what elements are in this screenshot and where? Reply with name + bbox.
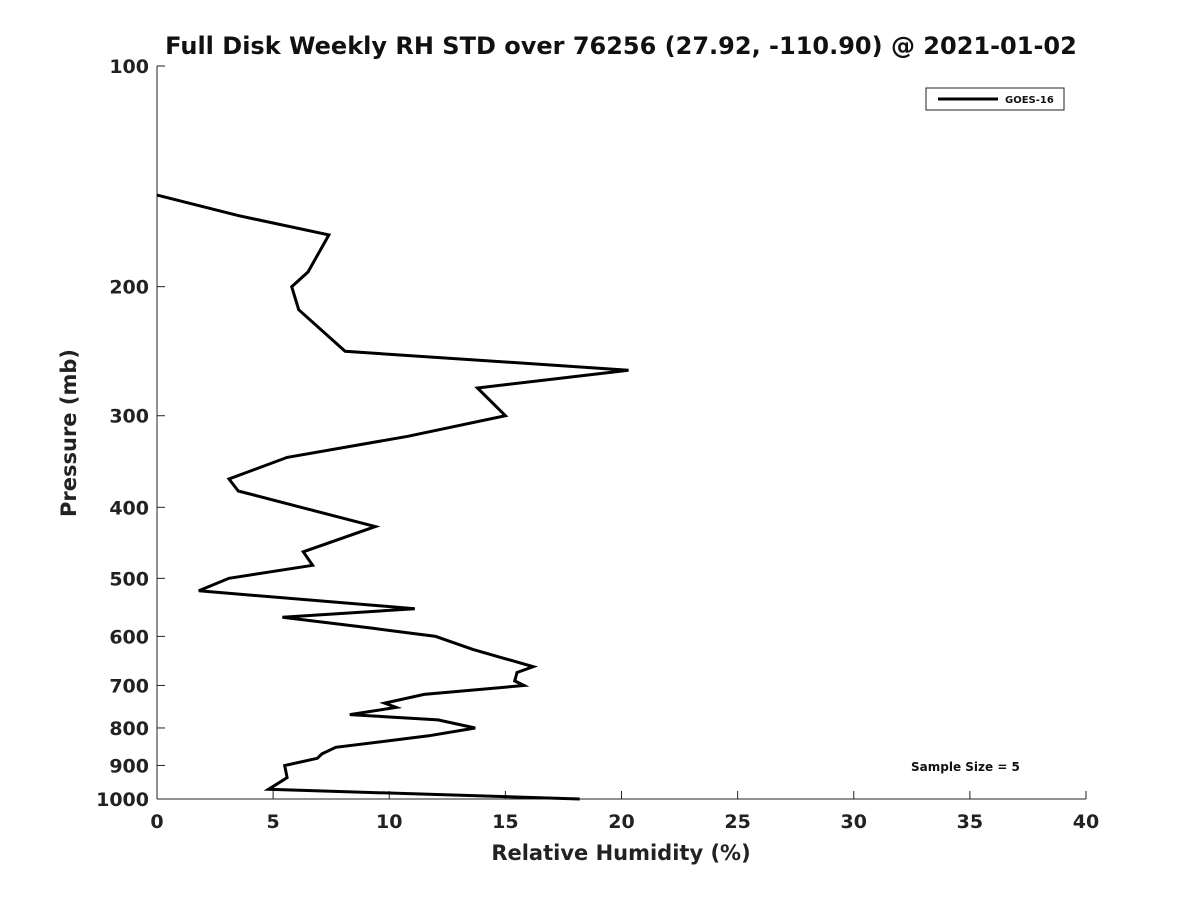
x-tick-label: 20	[608, 811, 634, 833]
y-tick-label: 700	[109, 675, 149, 697]
x-tick-label: 40	[1073, 811, 1099, 833]
y-tick-label: 200	[109, 277, 149, 299]
series-line-goes-16	[156, 193, 629, 801]
y-tick-label: 900	[109, 755, 149, 777]
x-axis-ticks: 0 5 10 15 20 25 30 35 40	[150, 791, 1099, 833]
x-tick-label: 30	[841, 811, 867, 833]
x-tick-label: 25	[724, 811, 750, 833]
series-layer	[156, 193, 629, 801]
y-tick-label: 800	[109, 718, 149, 740]
plot-area: 0 5 10 15 20 25 30 35 40 100 200 300 400 500 600 700 80…	[96, 56, 1099, 833]
x-tick-label: 35	[957, 811, 983, 833]
y-tick-label: 600	[109, 626, 149, 648]
x-tick-label: 15	[492, 811, 518, 833]
y-tick-label: 1000	[96, 789, 149, 811]
y-axis-label: Pressure (mb)	[57, 349, 81, 517]
chart-title: Full Disk Weekly RH STD over 76256 (27.9…	[165, 32, 1077, 60]
x-tick-label: 5	[267, 811, 280, 833]
y-tick-label: 500	[109, 568, 149, 590]
y-tick-label: 300	[109, 406, 149, 428]
y-axis-ticks: 100 200 300 400 500 600 700 800 900 1000	[96, 56, 165, 811]
legend-label-goes-16: GOES-16	[1005, 95, 1054, 106]
x-axis-label: Relative Humidity (%)	[491, 841, 750, 865]
sample-size-annotation: Sample Size = 5	[911, 760, 1020, 774]
x-tick-label: 10	[376, 811, 402, 833]
legend: GOES-16	[925, 87, 1065, 111]
y-tick-label: 400	[109, 497, 149, 519]
x-tick-label: 0	[150, 811, 163, 833]
y-tick-label: 100	[109, 56, 149, 78]
